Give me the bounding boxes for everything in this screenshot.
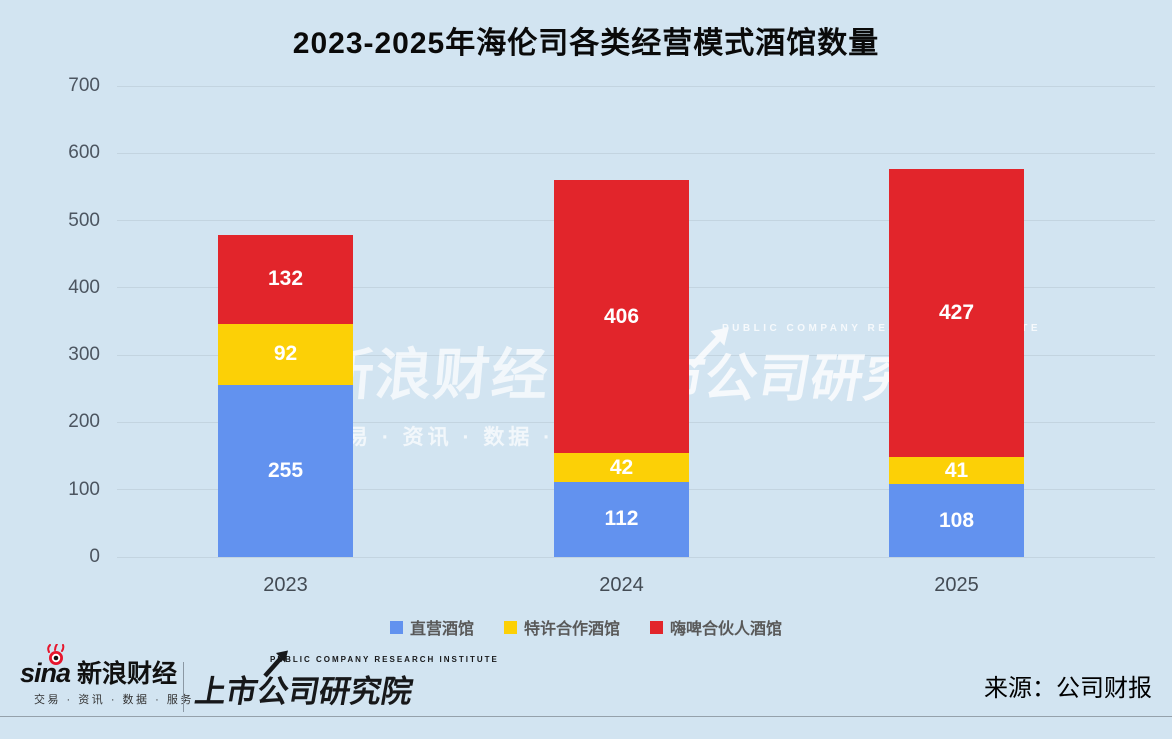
bar-value-label: 255 [267, 459, 304, 483]
arrow-up-right-icon [260, 649, 290, 684]
y-tick-label: 400 [68, 276, 100, 298]
footer-vertical-divider [183, 662, 184, 712]
y-tick-label: 300 [68, 344, 100, 366]
y-tick-label: 200 [68, 411, 100, 433]
x-tick-label: 2025 [934, 574, 979, 596]
legend-label: 特许合作酒馆 [523, 621, 620, 638]
y-tick-label: 0 [89, 546, 100, 567]
bar-segment: 112 [554, 481, 689, 557]
y-tick-label: 700 [68, 75, 100, 96]
institute-logo: PUBLIC COMPANY RESEARCH INSTITUTE 上市公司研究… [192, 650, 499, 711]
legend-item: 直营酒馆 [389, 615, 474, 639]
y-tick-label: 100 [68, 478, 100, 500]
gridline [117, 85, 1155, 87]
legend-swatch-icon [503, 620, 517, 634]
watermark-sina-tagline: 交易 · 资讯 · 数据 · 服务 [322, 426, 614, 449]
bar-segment: 427 [889, 169, 1024, 457]
bar-value-label: 427 [938, 301, 975, 325]
x-tick-label: 2023 [263, 574, 308, 596]
y-tick-label: 600 [68, 142, 100, 164]
bar-segment: 255 [218, 385, 353, 557]
sina-tagline: 交易 · 资讯 · 数据 · 服务 [34, 694, 194, 706]
legend-item: 特许合作酒馆 [503, 615, 620, 639]
x-tick-label: 2024 [599, 574, 644, 596]
bar-value-label: 406 [603, 304, 640, 328]
sina-brand-name: 新浪财经 [77, 660, 178, 688]
sina-wordmark: sina [20, 658, 71, 688]
institute-name-en: PUBLIC COMPANY RESEARCH INSTITUTE [270, 655, 499, 664]
chart-title: 2023-2025年海伦司各类经营模式酒馆数量 [292, 27, 880, 60]
bar-value-label: 42 [609, 455, 634, 479]
data-source-label: 来源：公司财报 [984, 675, 1152, 702]
watermark-sina: 新浪财经 交易 · 资讯 · 数据 · 服务 [315, 330, 614, 451]
legend-swatch-icon [650, 620, 663, 634]
bar-value-label: 41 [944, 458, 969, 482]
bar-segment: 42 [554, 453, 689, 482]
institute-name-cn: 上市公司研究院 [192, 674, 416, 709]
sina-eye-icon [44, 643, 70, 671]
bar-value-label: 108 [938, 508, 975, 532]
legend-label: 嗨啤合伙人酒馆 [670, 621, 783, 638]
y-tick-label: 500 [68, 209, 100, 231]
sina-finance-logo: sina 新浪财经 交易 · 资讯 · 数据 · 服务 [20, 643, 194, 707]
arrow-up-right-icon [686, 325, 732, 376]
bar-segment: 132 [218, 234, 353, 324]
bar-segment: 92 [218, 323, 353, 386]
watermark-institute: PUBLIC COMPANY RESEARCH INSTITUTE 上市公司研究… [594, 323, 1042, 411]
bar-plot-area: 255 92 132 112 42 406 108 41 427 [117, 86, 1155, 557]
sina-logo-row: sina 新浪财经 [20, 643, 194, 688]
watermark-institute-en: PUBLIC COMPANY RESEARCH INSTITUTE [722, 323, 1042, 334]
chart-legend: 直营酒馆 特许合作酒馆 嗨啤合伙人酒馆 [0, 615, 1172, 639]
bar-value-label: 112 [604, 507, 639, 531]
legend-item: 嗨啤合伙人酒馆 [650, 615, 782, 639]
bar-value-label: 92 [273, 342, 298, 366]
bar-value-label: 132 [267, 267, 304, 291]
gridline [117, 556, 1155, 558]
gridline [117, 152, 1155, 154]
bar-segment: 108 [889, 484, 1024, 557]
legend-swatch-icon [389, 620, 403, 634]
footer-divider-line [0, 716, 1172, 717]
bar-segment: 406 [554, 180, 689, 454]
bar-segment: 41 [889, 456, 1024, 485]
legend-label: 直营酒馆 [409, 621, 474, 638]
